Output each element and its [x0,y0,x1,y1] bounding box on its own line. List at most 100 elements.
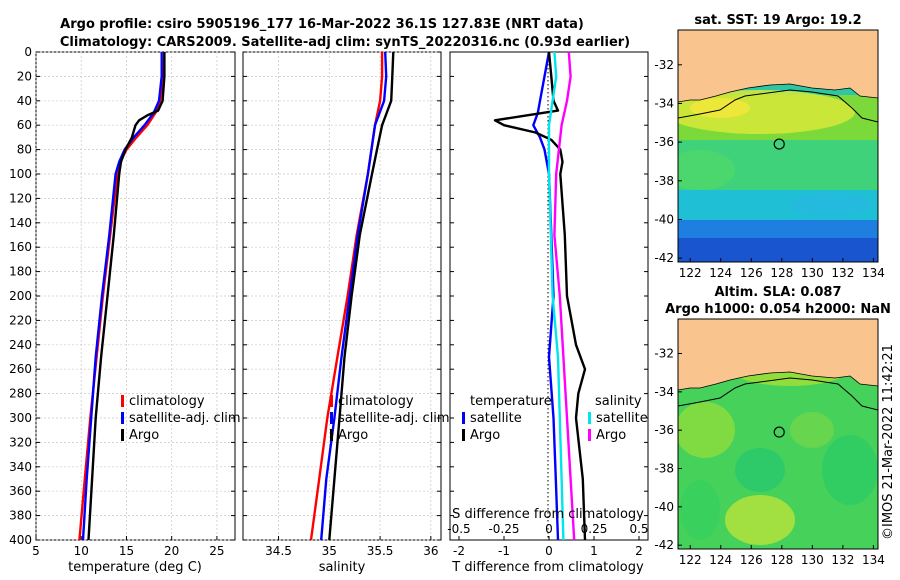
map-x-tick-label: 126 [740,266,763,280]
coastline [678,83,878,103]
map-x-tick-label: 132 [831,266,854,280]
difference-series [493,51,587,541]
legend-t-argo-swatch [462,429,465,441]
map-x-tick-label: 124 [709,553,732,567]
legend-t-argo-label: Argo [470,428,500,443]
s-tick-label: 0 [545,522,553,536]
y-tick-label: 340 [9,460,32,474]
legend-t-satellite-swatch [462,412,465,424]
x-tick-label: -2 [453,544,465,558]
sla-map-image [678,319,878,549]
s-tick-label: 0.25 [581,522,608,536]
legend-s-argo-swatch [588,429,591,441]
series-temperature-argo [493,51,587,541]
map-x-tick-label: 124 [709,266,732,280]
salinity-panel: 34.5 35 35.5 36 salinity climatology satell… [242,51,450,575]
s-tick-label: -0.25 [488,522,519,536]
sst-map-frame [677,29,879,263]
legend-s-satellite-label: satellite [596,411,648,426]
x-tick-label: 10 [74,544,89,558]
argo-location-marker [773,138,785,150]
difference-legend: temperature satellite Argo salinity sate… [462,394,648,443]
map-x-tick-label: 134 [862,553,885,567]
title-line-2: Climatology: CARS2009. Satellite-adj cli… [60,35,630,50]
x-tick-label: 2 [635,544,643,558]
map-x-tick-label: 130 [801,266,824,280]
figure-title: Argo profile: csiro 5905196_177 16-Mar-2… [60,17,630,50]
y-tick-label: 360 [9,484,32,498]
y-tick-label: 80 [17,143,32,157]
map-x-tick-label: 134 [862,266,885,280]
map-y-tick-label: -36 [654,135,674,149]
y-tick-label: 220 [9,313,32,327]
legend-s-satellite-swatch [588,412,591,424]
legend-climatology-label: climatology [129,394,205,409]
temperature-grid [35,51,235,541]
x-tick-label: 25 [209,544,224,558]
sla-map-panel: Altim. SLA: 0.087 Argo h1000: 0.054 h200… [654,285,890,567]
salinity-grid [243,51,441,541]
legend-argo-swatch [330,429,333,441]
imos-watermark: ©IMOS 21-Mar-2022 11:42:21 [881,344,896,540]
difference-panel: -2 -1 0 1 2 S difference from climatology -0… [447,51,649,575]
y-tick-label: 160 [9,240,32,254]
series-satellite-adj-clim [81,52,163,541]
land-mass [678,30,878,102]
series-temperature-satellite [532,51,560,541]
argo-location-marker [773,426,785,438]
x-tick-label: 0 [545,544,553,558]
x-tick-label: 36 [423,544,438,558]
s-tick-label: -0.5 [447,522,470,536]
s-tick-label: 0.5 [629,522,648,536]
y-tick-label: 300 [9,411,32,425]
series-salinity-argo [553,51,576,541]
temperature-legend: climatology satellite-adj. clim Argo [121,394,241,443]
sla-map-axes: 122 124 126 128 130 132 134 -32 -34 -36 -38 -40 -42 [654,347,884,568]
sst-map-axes: 122 124 126 128 130 132 134 -32 -34 -36 -38 -40 -42 [654,58,884,280]
series-argo [328,51,395,541]
legend-t-satellite-label: satellite [470,411,522,426]
y-tick-label: 0 [24,45,32,59]
legend-argo-label: Argo [129,428,159,443]
temperature-xlabel: temperature (deg C) [68,560,202,575]
x-tick-label: 34.5 [265,544,292,558]
y-tick-label: 140 [9,216,32,230]
legend-climatology-swatch [330,395,333,407]
legend-argo-label: Argo [338,428,368,443]
legend-climatology-label: climatology [338,394,414,409]
map-x-tick-label: 132 [831,553,854,567]
y-tick-label: 100 [9,167,32,181]
legend-s-argo-label: Argo [596,428,626,443]
map-y-tick-label: -36 [654,423,674,437]
x-tick-label: 15 [119,544,134,558]
s-difference-label: S difference from climatology [452,507,644,522]
legend-satellite-label: satellite-adj. clim [338,411,450,426]
y-tick-label: 280 [9,387,32,401]
x-tick-label: 5 [32,544,40,558]
s-difference-ticklabels: -0.5 -0.25 0 0.25 0.5 [447,522,648,536]
temperature-axes: 0 20 40 60 80 100 120 140 160 180 200 220 240 260 280 3… [9,45,235,558]
map-x-tick-label: 130 [801,553,824,567]
y-tick-label: 120 [9,191,32,205]
sst-map-image [678,30,878,262]
difference-xlabel: T difference from climatology [451,560,644,575]
y-tick-label: 260 [9,362,32,376]
legend-climatology-swatch [121,395,124,407]
map-y-tick-label: -40 [654,212,674,226]
map-x-tick-label: 126 [740,553,763,567]
y-tick-label: 200 [9,289,32,303]
legend-temperature-title: temperature [470,394,552,409]
coastline [678,371,878,391]
x-tick-label: 35.5 [367,544,394,558]
isobath [678,89,878,123]
land-mass [678,319,878,390]
legend-satellite-swatch [330,412,333,424]
map-y-tick-label: -34 [654,96,674,110]
salinity-xlabel: salinity [319,560,366,575]
map-y-tick-label: -40 [654,500,674,514]
map-y-tick-label: -42 [654,251,674,265]
y-tick-label: 320 [9,435,32,449]
temperature-series [78,51,166,541]
y-tick-label: 180 [9,265,32,279]
